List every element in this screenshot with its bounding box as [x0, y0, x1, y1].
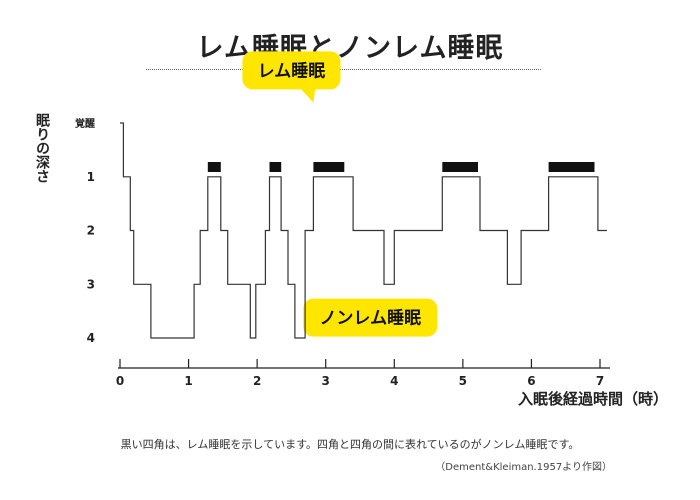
x-tick-label: 1	[184, 374, 192, 388]
callout-2: ノンレム睡眠	[303, 298, 438, 337]
rem-bar-3	[313, 162, 345, 172]
callout-1: レム睡眠	[242, 51, 341, 103]
y-tick-label: 覚醒	[75, 117, 95, 130]
x-tick-label: 3	[322, 374, 330, 388]
x-tick-label: 6	[527, 374, 535, 388]
callout-label: ノンレム睡眠	[319, 308, 421, 329]
x-tick-label: 0	[116, 374, 124, 388]
callout-pointer	[299, 87, 316, 103]
title-divider	[146, 69, 541, 70]
rem-bar-4	[442, 162, 478, 172]
x-axis-label: 入眠後経過時間（時）	[518, 390, 668, 408]
callout-box	[303, 298, 438, 337]
y-tick-label: 3	[87, 277, 95, 291]
y-tick-label: 4	[87, 331, 95, 345]
y-tick-label: 2	[87, 224, 95, 238]
x-tick-label: 4	[390, 374, 398, 388]
callout-box	[242, 51, 341, 90]
rem-bar-5	[548, 162, 595, 172]
rem-bar-2	[269, 162, 282, 172]
rem-bar-1	[207, 162, 221, 172]
callout-label: レム睡眠	[258, 60, 326, 81]
x-tick-label: 5	[459, 374, 467, 388]
sleep-depth-line	[120, 122, 607, 339]
source-citation: （Dement&Kleiman.1957より作図）	[435, 462, 612, 473]
x-tick-label: 2	[253, 374, 261, 388]
footnote: 黒い四角は、レム睡眠を示しています。四角と四角の間に表れているのがノンレム睡眠で…	[120, 438, 580, 451]
y-axis-label: 眠りの深さ	[34, 113, 50, 183]
y-tick-label: 1	[87, 170, 95, 184]
x-tick-label: 7	[596, 374, 604, 388]
